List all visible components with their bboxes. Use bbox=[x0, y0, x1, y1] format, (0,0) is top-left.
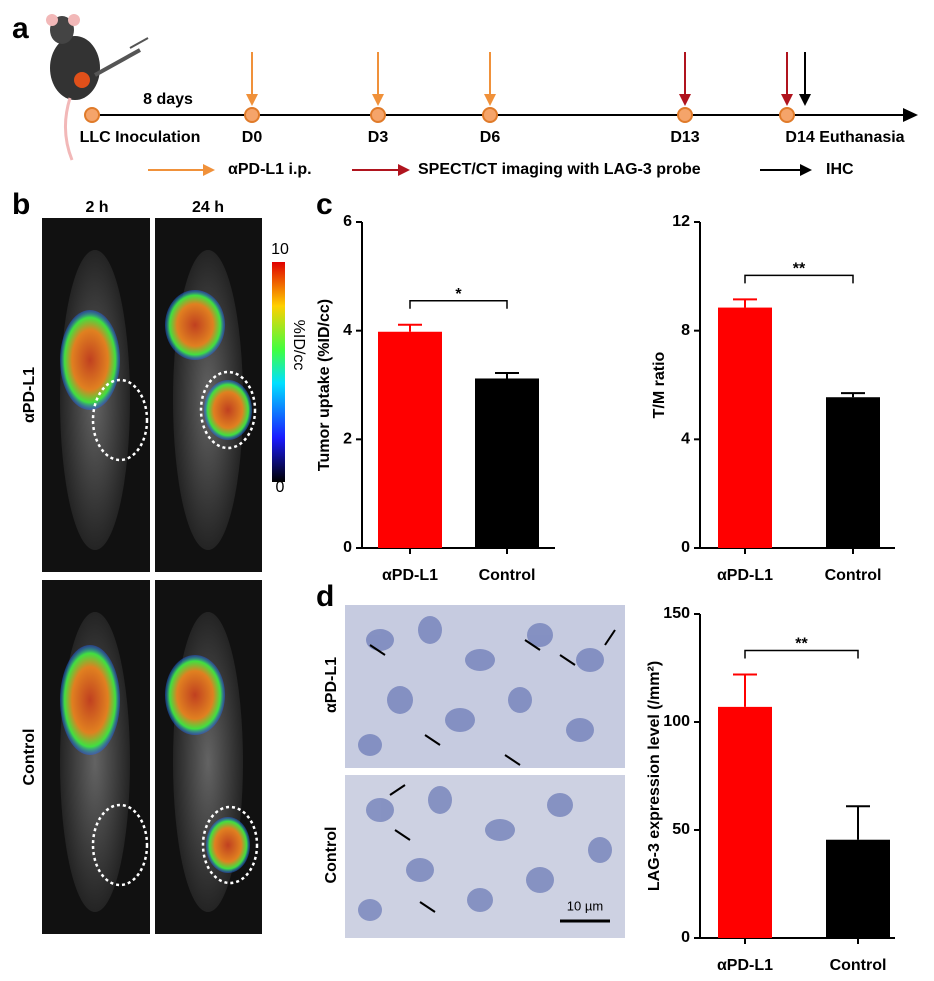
timepoint-label: LLC Inoculation bbox=[80, 129, 201, 146]
timepoint bbox=[482, 107, 498, 123]
bar bbox=[826, 397, 880, 548]
panel-letter: c bbox=[316, 188, 333, 221]
row-label: Control bbox=[323, 827, 340, 884]
y-tick-label: 4 bbox=[343, 322, 352, 339]
significance-bracket bbox=[744, 649, 859, 659]
y-tick-label: 0 bbox=[681, 929, 690, 946]
y-axis-label: T/M ratio bbox=[651, 351, 668, 418]
significance-bracket bbox=[744, 274, 854, 284]
bar bbox=[378, 331, 442, 548]
y-tick-label: 0 bbox=[681, 539, 690, 556]
error-bar bbox=[841, 392, 865, 398]
timepoint bbox=[244, 107, 260, 123]
spect-images bbox=[42, 218, 285, 934]
column-label: 24 h bbox=[192, 199, 224, 216]
y-tick-label: 8 bbox=[681, 322, 690, 339]
x-tick-label: αPD-L1 bbox=[717, 567, 773, 584]
error-bar bbox=[398, 323, 422, 332]
y-tick-label: 4 bbox=[681, 431, 690, 448]
y-axis-label: Tumor uptake (%ID/cc) bbox=[316, 299, 333, 471]
arrow-head bbox=[799, 94, 811, 106]
row-label: Control bbox=[21, 729, 38, 786]
row-label: αPD-L1 bbox=[323, 657, 340, 713]
row-label: αPD-L1 bbox=[21, 367, 38, 423]
bar bbox=[826, 839, 890, 938]
y-tick-label: 6 bbox=[343, 213, 352, 230]
y-tick-label: 2 bbox=[343, 431, 352, 448]
bar bbox=[718, 706, 772, 938]
colorbar-label: %ID/cc bbox=[290, 320, 307, 371]
error-bar bbox=[733, 298, 757, 308]
colorbar bbox=[272, 262, 285, 482]
timepoint bbox=[677, 107, 693, 123]
column-label: 2 h bbox=[85, 199, 108, 216]
error-bar bbox=[495, 372, 519, 379]
significance-label: ** bbox=[795, 636, 808, 653]
timepoint-label: D13 bbox=[670, 129, 699, 146]
timepoint-label: D3 bbox=[368, 129, 389, 146]
ihc-images bbox=[345, 605, 625, 938]
y-tick-label: 0 bbox=[343, 539, 352, 556]
x-tick-label: αPD-L1 bbox=[382, 567, 438, 584]
timepoint-label: D0 bbox=[242, 129, 263, 146]
x-tick-label: Control bbox=[830, 957, 887, 974]
arrow-head bbox=[398, 164, 410, 176]
panel-letter: b bbox=[12, 188, 30, 221]
interval-label: 8 days bbox=[143, 91, 193, 108]
timepoint bbox=[84, 107, 100, 123]
timepoint-label: D6 bbox=[480, 129, 501, 146]
significance-label: * bbox=[455, 286, 462, 303]
error-bar bbox=[846, 805, 870, 840]
mouse-icon bbox=[46, 14, 149, 161]
panel-letter: a bbox=[12, 12, 29, 45]
timepoint bbox=[779, 107, 795, 123]
arrow-head bbox=[800, 164, 812, 176]
arrow-head bbox=[484, 94, 496, 106]
colorbar-min: 0 bbox=[276, 479, 285, 496]
bar bbox=[475, 378, 539, 548]
scale-bar-label: 10 µm bbox=[567, 898, 603, 913]
y-tick-label: 50 bbox=[672, 821, 690, 838]
arrow-head bbox=[903, 108, 918, 122]
arrow-head bbox=[203, 164, 215, 176]
significance-label: ** bbox=[793, 261, 806, 278]
arrow-head bbox=[679, 94, 691, 106]
y-tick-label: 150 bbox=[663, 605, 690, 622]
colorbar-max: 10 bbox=[271, 241, 289, 258]
arrow-head bbox=[246, 94, 258, 106]
legend-label: IHC bbox=[826, 161, 854, 178]
timepoint-label: D14 Euthanasia bbox=[785, 129, 904, 146]
bar bbox=[718, 307, 772, 548]
arrow-head bbox=[372, 94, 384, 106]
legend-label: SPECT/CT imaging with LAG-3 probe bbox=[418, 161, 701, 178]
y-axis-label: LAG-3 expression level (/mm²) bbox=[646, 661, 663, 891]
significance-bracket bbox=[409, 299, 508, 309]
x-tick-label: αPD-L1 bbox=[717, 957, 773, 974]
y-tick-label: 12 bbox=[672, 213, 690, 230]
timepoint bbox=[370, 107, 386, 123]
x-tick-label: Control bbox=[825, 567, 882, 584]
error-bar bbox=[733, 673, 757, 707]
arrow-head bbox=[781, 94, 793, 106]
panel-letter: d bbox=[316, 580, 334, 613]
x-tick-label: Control bbox=[479, 567, 536, 584]
legend-label: αPD-L1 i.p. bbox=[228, 161, 312, 178]
y-tick-label: 100 bbox=[663, 713, 690, 730]
